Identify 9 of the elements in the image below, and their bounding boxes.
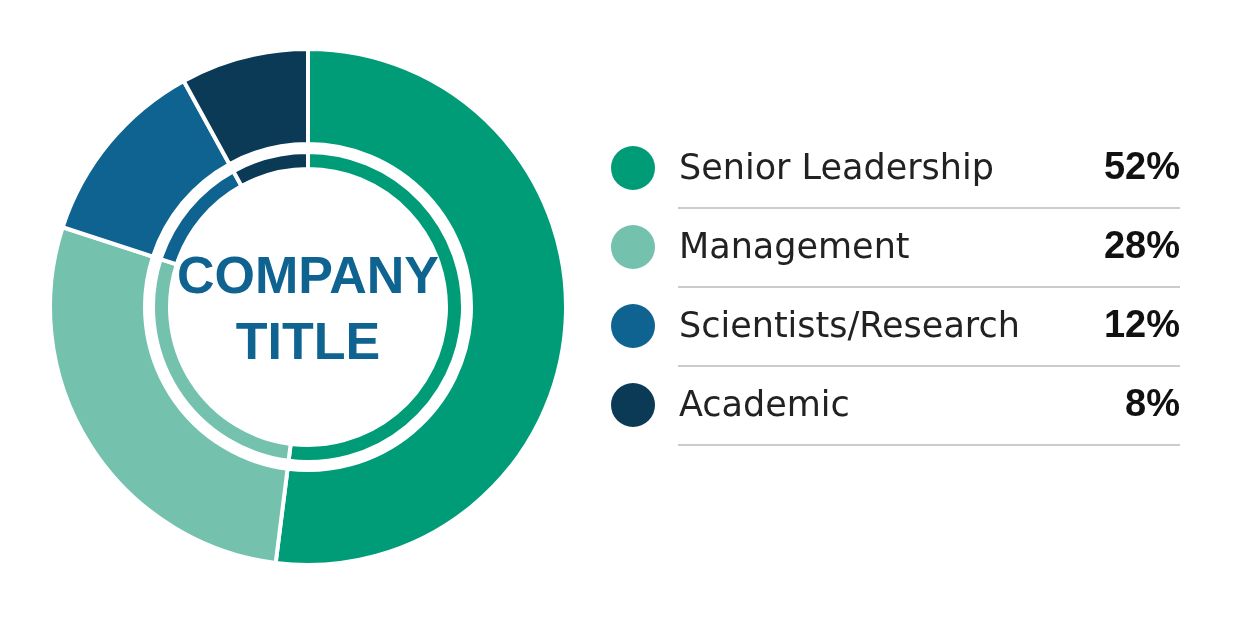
text: 12% (1103, 303, 1180, 345)
legend-label: Scientists/Research (679, 305, 1020, 345)
text: 28% (1103, 224, 1180, 266)
legend-label: Academic (679, 384, 850, 424)
legend-label: Management (679, 226, 910, 266)
legend-label: Senior Leadership (679, 147, 994, 187)
text: COMPANY TITLE (177, 246, 439, 370)
text: 8% (1125, 382, 1180, 424)
text: 52% (1103, 145, 1180, 187)
